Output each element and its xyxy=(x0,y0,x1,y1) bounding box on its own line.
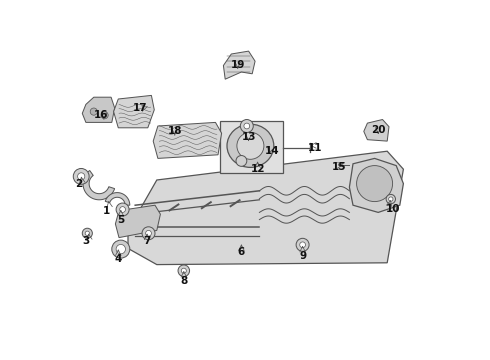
Circle shape xyxy=(142,227,155,240)
Text: 1: 1 xyxy=(103,206,110,216)
Polygon shape xyxy=(153,122,221,158)
Text: 5: 5 xyxy=(117,215,124,225)
Text: 3: 3 xyxy=(82,236,90,246)
Polygon shape xyxy=(116,205,160,238)
Circle shape xyxy=(90,108,98,115)
Text: 6: 6 xyxy=(238,247,245,257)
Polygon shape xyxy=(223,51,255,79)
Ellipse shape xyxy=(237,132,264,159)
Polygon shape xyxy=(105,193,130,205)
Text: 12: 12 xyxy=(250,164,265,174)
Text: 11: 11 xyxy=(308,143,322,153)
Polygon shape xyxy=(349,158,403,212)
Bar xyxy=(220,121,283,173)
Circle shape xyxy=(82,228,92,238)
Text: 17: 17 xyxy=(133,103,148,113)
Circle shape xyxy=(112,240,130,258)
Circle shape xyxy=(240,120,253,132)
Text: 2: 2 xyxy=(75,179,82,189)
Ellipse shape xyxy=(227,124,274,167)
Circle shape xyxy=(178,265,190,276)
Polygon shape xyxy=(364,120,389,141)
Circle shape xyxy=(120,207,125,212)
Circle shape xyxy=(146,230,151,236)
Polygon shape xyxy=(128,151,403,265)
Text: 7: 7 xyxy=(144,236,151,246)
Circle shape xyxy=(116,203,129,216)
Circle shape xyxy=(77,173,85,180)
Text: 4: 4 xyxy=(115,254,122,264)
Polygon shape xyxy=(114,95,154,128)
Circle shape xyxy=(236,156,247,166)
Circle shape xyxy=(101,112,108,119)
Circle shape xyxy=(296,238,309,251)
Circle shape xyxy=(181,268,186,273)
Polygon shape xyxy=(82,97,115,122)
Circle shape xyxy=(116,244,125,254)
Circle shape xyxy=(85,231,90,235)
Text: 13: 13 xyxy=(242,132,256,142)
Text: 18: 18 xyxy=(168,126,182,136)
Circle shape xyxy=(389,197,393,201)
Text: 10: 10 xyxy=(385,204,400,214)
Text: 8: 8 xyxy=(180,276,188,286)
Text: 16: 16 xyxy=(94,110,108,120)
Text: 14: 14 xyxy=(265,146,279,156)
Polygon shape xyxy=(83,171,115,200)
Circle shape xyxy=(386,194,395,204)
Circle shape xyxy=(300,242,305,248)
Circle shape xyxy=(244,123,250,129)
Ellipse shape xyxy=(357,166,392,202)
Text: 9: 9 xyxy=(299,251,306,261)
Text: 15: 15 xyxy=(331,162,346,172)
Circle shape xyxy=(74,168,89,184)
Text: 19: 19 xyxy=(231,60,245,70)
Text: 20: 20 xyxy=(371,125,386,135)
